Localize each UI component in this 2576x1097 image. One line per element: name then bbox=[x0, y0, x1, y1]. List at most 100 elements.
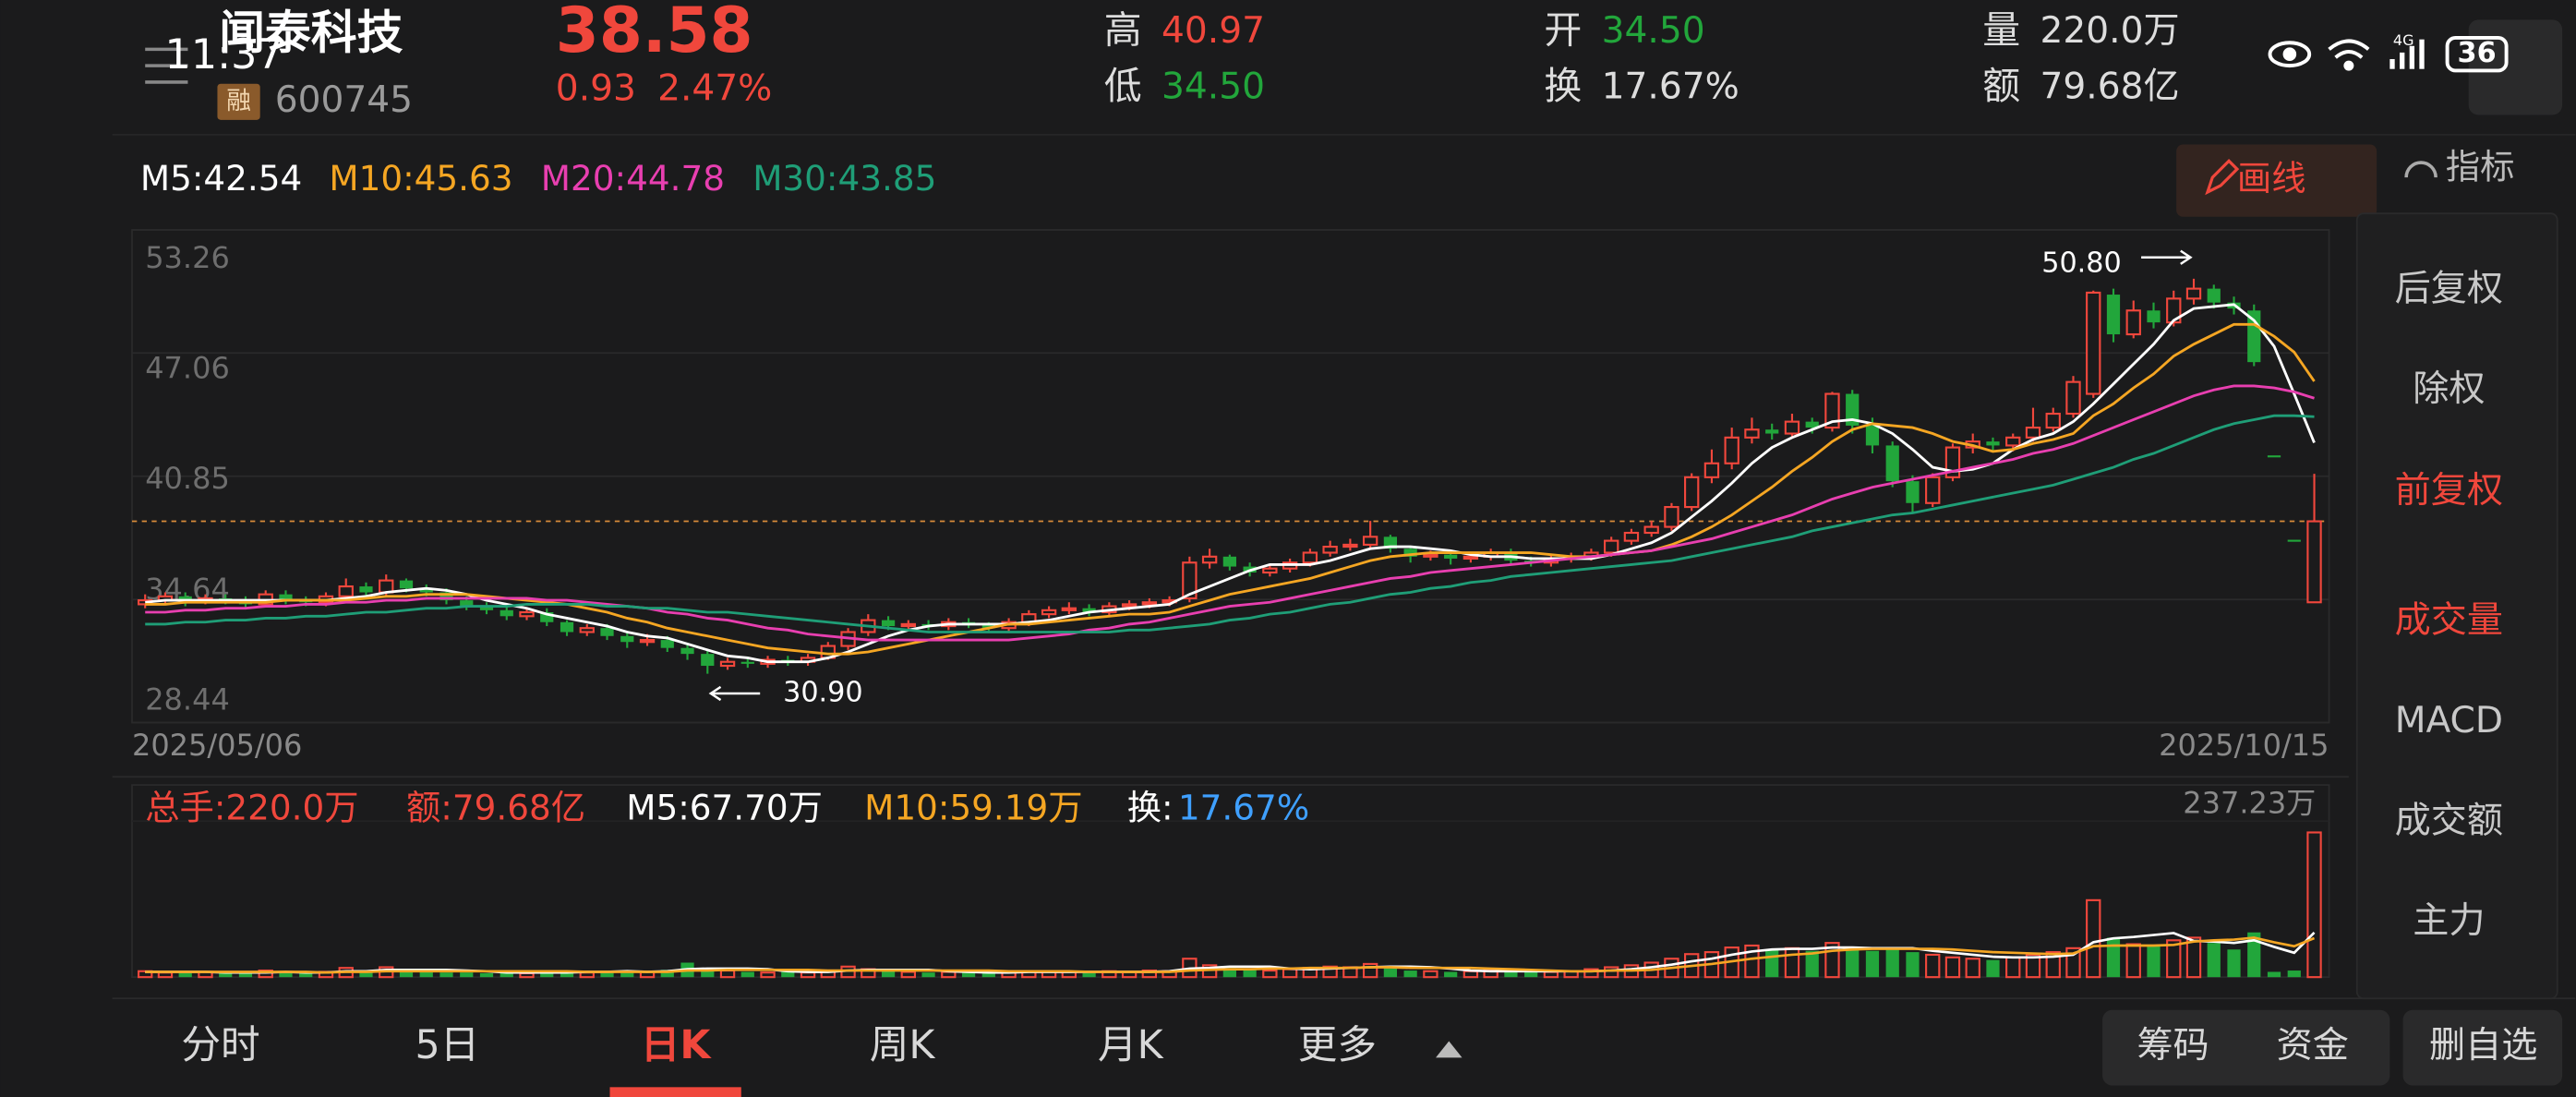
candle-body bbox=[2086, 291, 2101, 395]
candle-body bbox=[1041, 609, 1057, 616]
sidebar-item[interactable]: MACD bbox=[2395, 700, 2503, 741]
candle-body bbox=[1744, 428, 1760, 439]
legend-entry: M20:44.78 bbox=[541, 158, 725, 199]
volume-bar bbox=[1141, 969, 1158, 979]
volume-bar bbox=[701, 968, 715, 978]
candle-body bbox=[1182, 561, 1198, 600]
candle-body bbox=[1342, 543, 1358, 548]
candle-body bbox=[279, 594, 293, 601]
tab[interactable]: 分时 bbox=[181, 1022, 259, 1068]
candle-body bbox=[1082, 608, 1096, 612]
candle-body bbox=[579, 627, 595, 633]
stat-value: 34.50 bbox=[1602, 10, 1705, 52]
sidebar-item[interactable]: 除权 bbox=[2413, 368, 2485, 410]
volume-bar bbox=[1925, 953, 1941, 979]
volume-bar bbox=[519, 971, 535, 979]
volume-bar bbox=[881, 970, 896, 978]
candle-body bbox=[560, 621, 574, 633]
volume-bar bbox=[961, 972, 976, 978]
candle-body bbox=[359, 586, 373, 593]
candle-body bbox=[2045, 412, 2061, 429]
volume-bar bbox=[2025, 953, 2041, 979]
turnover-label: 换: bbox=[1127, 787, 1174, 827]
candle-body bbox=[1765, 429, 1779, 434]
bottom-button[interactable]: 筹码 bbox=[2137, 1025, 2209, 1067]
candle-body bbox=[479, 606, 494, 610]
draw-label: 画线 bbox=[2237, 158, 2306, 199]
legend-entry: M10:45.63 bbox=[329, 158, 512, 199]
bottom-button[interactable]: 资金 bbox=[2277, 1025, 2349, 1067]
network: 4G bbox=[2393, 31, 2414, 49]
indicator-label[interactable]: 指标 bbox=[2446, 147, 2515, 187]
volume-bar bbox=[2166, 939, 2182, 979]
candle-body bbox=[1805, 421, 1819, 428]
y-tick-label: 237.23万 bbox=[2183, 785, 2316, 820]
volume-bar bbox=[1463, 970, 1479, 979]
candle-body bbox=[1623, 531, 1640, 542]
button-group-bg bbox=[2102, 1009, 2390, 1086]
volume-bar bbox=[1282, 968, 1298, 979]
volume-bar bbox=[1865, 950, 1880, 978]
candle-body bbox=[1603, 539, 1619, 554]
stat-value: 79.68亿 bbox=[2040, 66, 2180, 108]
sidebar-item[interactable]: 主力 bbox=[2413, 900, 2485, 942]
volume-bar bbox=[219, 972, 233, 978]
candle-body bbox=[1262, 567, 1278, 574]
volume-bar bbox=[1444, 971, 1458, 978]
volume-bar bbox=[1765, 949, 1779, 978]
candle-body bbox=[2025, 427, 2041, 439]
candle-body bbox=[1141, 601, 1158, 606]
sidebar-item[interactable]: 前复权 bbox=[2395, 470, 2503, 512]
volume-bar bbox=[1846, 946, 1860, 978]
volume-bar bbox=[921, 972, 935, 978]
volume-bar bbox=[2045, 951, 2061, 979]
candle-body bbox=[500, 609, 513, 617]
volume-ma-line bbox=[145, 932, 2316, 974]
tab[interactable]: 日K bbox=[641, 1022, 713, 1068]
tab[interactable]: 月K bbox=[1098, 1022, 1164, 1068]
volume-bar bbox=[500, 971, 513, 978]
candle-body bbox=[540, 611, 554, 622]
volume-bar bbox=[419, 971, 433, 978]
stat-value: 220.0万 bbox=[2040, 10, 2180, 52]
candle-body bbox=[1643, 525, 1659, 535]
sidebar-item[interactable]: 成交额 bbox=[2395, 801, 2503, 842]
tab[interactable]: 5日 bbox=[415, 1022, 480, 1068]
candle-body bbox=[1703, 462, 1720, 478]
volume-bar bbox=[2125, 943, 2141, 979]
more-arrow bbox=[1436, 1041, 1463, 1058]
stat-label: 额 bbox=[1982, 64, 2020, 108]
volume-bar bbox=[460, 972, 474, 978]
status-time: 11:37 bbox=[165, 31, 283, 78]
volume-bar bbox=[1603, 966, 1619, 979]
sidebar-item[interactable]: 后复权 bbox=[2395, 268, 2503, 309]
volume-bar bbox=[2106, 937, 2121, 978]
bottom-button[interactable]: 删自选 bbox=[2429, 1025, 2537, 1067]
candle-body bbox=[439, 592, 453, 601]
eye-pupil bbox=[2282, 47, 2297, 61]
tab[interactable]: 更多 bbox=[1298, 1022, 1377, 1068]
turnover-value: 17.67% bbox=[1178, 787, 1309, 827]
header-button[interactable] bbox=[2468, 19, 2563, 115]
menu-icon[interactable] bbox=[145, 47, 188, 84]
candle-body bbox=[1824, 392, 1840, 429]
candle-body bbox=[460, 600, 474, 607]
candle-body bbox=[2005, 436, 2021, 447]
volume-bar bbox=[2185, 936, 2202, 979]
sidebar-item[interactable]: 成交量 bbox=[2395, 600, 2503, 642]
price: 38.58 bbox=[556, 0, 753, 66]
volume-bar bbox=[800, 971, 816, 979]
candle-body bbox=[2267, 455, 2281, 458]
stat-label: 高 bbox=[1104, 8, 1142, 53]
candle-body bbox=[2185, 287, 2202, 300]
volume-bar bbox=[2306, 831, 2322, 979]
volume-bar bbox=[359, 970, 373, 978]
volume-bar bbox=[439, 972, 453, 978]
candle-body bbox=[1724, 436, 1739, 464]
button-bg bbox=[2402, 1009, 2563, 1086]
tab[interactable]: 周K bbox=[870, 1022, 936, 1068]
volume-bar bbox=[1262, 969, 1278, 979]
volume-legend: M10:59.19万 bbox=[864, 787, 1082, 827]
volume-legend: 总手:220.0万 bbox=[145, 787, 358, 827]
y-tick-label: 28.44 bbox=[145, 681, 230, 717]
